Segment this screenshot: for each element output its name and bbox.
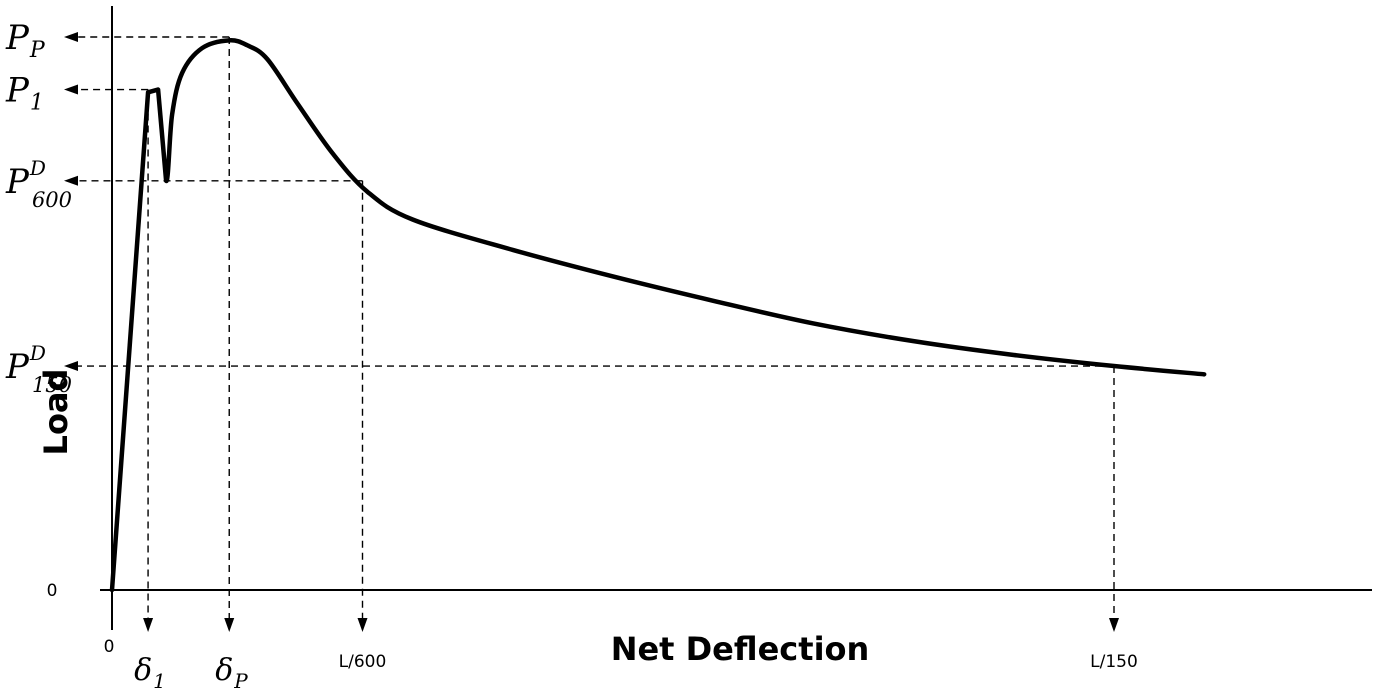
y-guide-arrowhead <box>64 361 78 372</box>
guide-lines <box>64 32 1119 632</box>
marker-labels: PP P1 PD 600 PD 150 δ1 δP L/600 L/150 <box>5 18 1138 693</box>
y-marker-label: P1 <box>5 71 44 116</box>
y-marker-label: PP <box>5 18 46 63</box>
x-marker-label: δ1 <box>134 653 166 693</box>
y-guide-arrowhead <box>64 175 78 186</box>
x-guide-arrowhead <box>357 618 368 632</box>
y-axis-title: Load <box>37 369 75 456</box>
x-marker-label: δP <box>215 653 248 693</box>
y-origin-label: 0 <box>47 581 58 601</box>
x-guide-arrowhead <box>224 618 235 632</box>
x-axis-title: Net Deflection <box>611 630 870 668</box>
y-marker-label: PD 150 <box>5 341 72 397</box>
y-guide-arrowhead <box>64 84 78 95</box>
load-deflection-curve <box>109 38 1207 593</box>
y-guide-arrowhead <box>64 32 78 42</box>
x-marker-label: L/150 <box>1090 652 1138 672</box>
x-guide-arrowhead <box>143 618 154 632</box>
x-origin-label: 0 <box>104 637 115 657</box>
x-guide-arrowhead <box>1109 618 1119 632</box>
axes <box>100 6 1372 630</box>
y-marker-label: PD 600 <box>5 156 72 212</box>
x-marker-label: L/600 <box>339 652 387 672</box>
